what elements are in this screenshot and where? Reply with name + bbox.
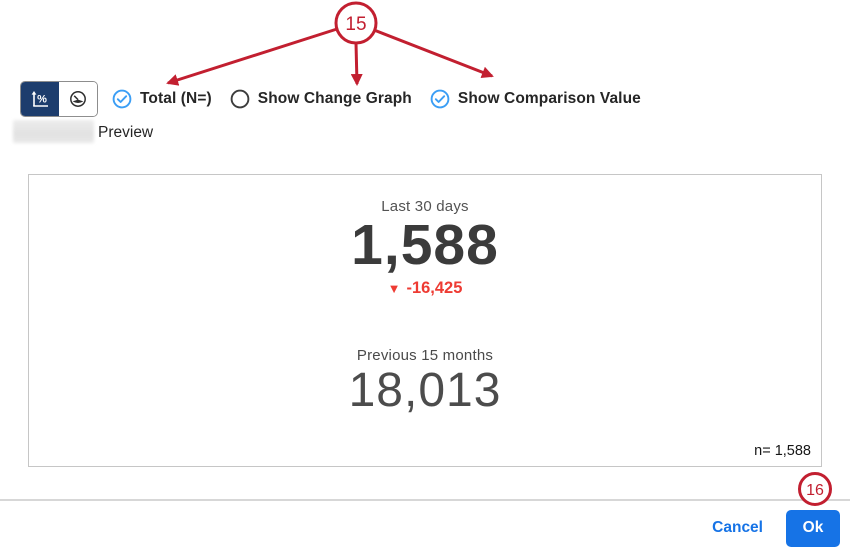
preview-card-content: Last 30 days 1,588 ▼ -16,425 Previous 15… <box>29 175 821 466</box>
callout-15-number: 15 <box>345 14 366 35</box>
ok-button[interactable]: Ok <box>786 509 840 547</box>
view-type-toggle: % <box>20 81 98 117</box>
change-indicator-row: ▼ -16,425 <box>388 279 463 298</box>
arrow-to-change-graph <box>350 42 363 86</box>
option-checkboxes: Total (N=) Show Change Graph Show Compar… <box>112 89 659 109</box>
sample-size-label: n= 1,588 <box>754 443 811 459</box>
gauge-view-button[interactable] <box>59 82 97 116</box>
footer-actions: Cancel Ok <box>0 505 850 551</box>
cancel-button[interactable]: Cancel <box>712 519 763 536</box>
option-show-comparison-value[interactable]: Show Comparison Value <box>430 89 641 109</box>
option-total-n[interactable]: Total (N=) <box>112 89 212 109</box>
primary-metric-value: 1,588 <box>351 213 499 277</box>
check-circle-icon <box>430 89 450 109</box>
option-label-total: Total (N=) <box>140 90 212 107</box>
change-value: -16,425 <box>406 278 463 297</box>
arrow-to-comparison <box>373 28 494 78</box>
check-circle-icon <box>112 89 132 109</box>
redacted-widget-name <box>13 120 94 143</box>
secondary-metric-value: 18,013 <box>348 363 502 417</box>
callout-16-number: 16 <box>806 482 824 499</box>
footer-divider <box>0 499 850 501</box>
primary-metric-label: Last 30 days <box>381 198 469 215</box>
callout-15-circle <box>334 1 378 45</box>
empty-circle-icon <box>230 89 250 109</box>
option-label-comparison: Show Comparison Value <box>457 90 641 107</box>
chart-view-button[interactable]: % <box>21 82 59 116</box>
options-bar: % Total (N=) <box>20 81 659 117</box>
option-label-change-graph: Show Change Graph <box>257 90 412 107</box>
arrow-to-total <box>166 27 338 86</box>
down-triangle-icon: ▼ <box>387 280 401 296</box>
svg-text:%: % <box>37 94 47 106</box>
secondary-metric-label: Previous 15 months <box>356 346 494 364</box>
percent-axis-chart-icon: % <box>31 91 48 107</box>
preview-card: Last 30 days 1,588 ▼ -16,425 Previous 15… <box>28 174 822 467</box>
gauge-icon <box>70 91 86 107</box>
preview-section-label: Preview <box>98 124 154 141</box>
option-show-change-graph[interactable]: Show Change Graph <box>230 89 412 109</box>
